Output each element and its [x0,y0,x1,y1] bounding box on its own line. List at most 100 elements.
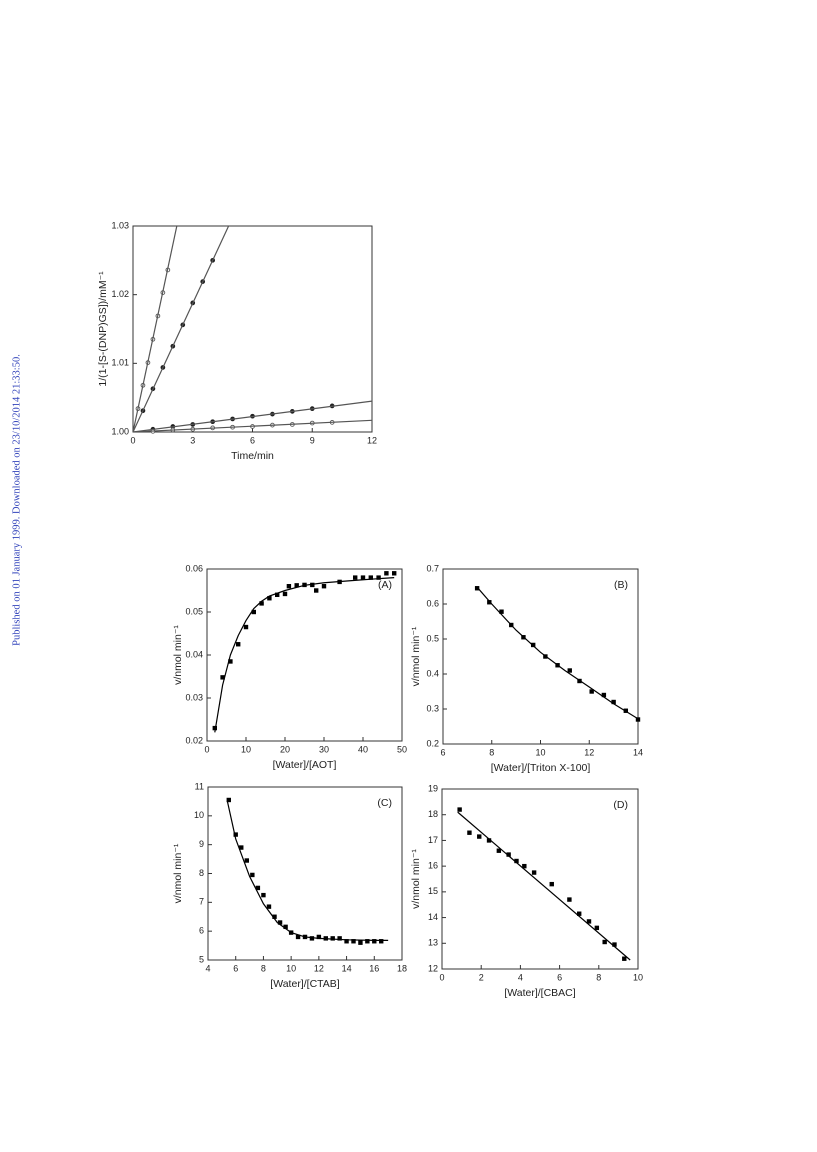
data-point [233,832,238,837]
data-point [376,575,381,580]
y-tick-label: 1.01 [111,358,129,368]
data-point [457,807,462,812]
y-tick-label: 0.2 [426,738,439,748]
data-point [266,904,272,909]
data-point [295,934,301,940]
data-point [228,659,233,664]
data-point [321,584,327,589]
data-point [372,939,377,944]
y-tick-label: 12 [428,963,438,973]
data-point [212,725,217,731]
x-tick-label: 0 [439,972,444,982]
y-axis-label: v/nmol min⁻¹ [172,625,184,685]
x-tick-label: 12 [314,963,324,973]
y-tick-label: 17 [428,835,438,845]
y-tick-label: 11 [195,781,204,791]
data-point [358,940,363,945]
fit-line [133,226,178,432]
data-point [384,571,389,576]
data-point [251,609,256,615]
x-axis-label: [Water]/[CBAC] [504,987,575,999]
data-point [487,600,492,605]
plot-frame [206,568,403,742]
x-axis-label: [Water]/[CTAB] [270,978,340,990]
data-point [602,939,607,945]
y-tick-label: 0.06 [185,563,203,573]
data-point [267,596,272,601]
y-axis-label: v/nmol min⁻¹ [172,843,184,903]
data-point [351,939,356,944]
data-point [506,852,511,857]
x-tick-label: 6 [440,747,445,757]
data-point [589,689,594,694]
x-tick-label: 6 [233,963,238,973]
data-point [612,942,617,947]
data-point [379,939,384,944]
fit-line [214,577,395,733]
x-tick-label: 4 [518,972,523,982]
fit-line [133,419,372,432]
y-tick-label: 9 [199,839,204,849]
x-tick-label: 18 [397,963,407,973]
data-point [309,936,315,941]
fit-line [133,226,230,432]
y-tick-label: 13 [428,938,438,948]
panel-label: (B) [614,579,628,591]
data-point [294,583,299,588]
y-tick-label: 1.03 [111,220,129,230]
y-tick-label: 18 [428,809,438,819]
y-tick-label: 1.00 [111,426,129,436]
data-point [250,872,255,878]
data-point [360,575,366,580]
y-axis-label: 1/(1-[S-(DNP)GS])/mM⁻¹ [97,271,109,387]
y-axis-label: v/nmol min⁻¹ [410,849,422,909]
side-note: Published on 01 January 1999. Downloaded… [11,354,22,646]
data-point [316,934,322,940]
x-tick-label: 40 [358,744,368,754]
data-point [474,586,480,591]
x-tick-label: 10 [286,963,296,973]
data-point [282,591,288,597]
data-point [330,936,335,941]
y-tick-label: 0.04 [185,649,203,659]
x-tick-label: 30 [319,744,329,754]
x-tick-label: 14 [342,963,352,973]
y-tick-label: 0.03 [185,692,203,702]
data-point [392,571,397,576]
data-point [368,575,373,580]
x-tick-label: 3 [190,435,195,445]
fit-line [133,400,372,432]
x-tick-label: 10 [633,972,643,982]
x-tick-label: 12 [367,435,377,445]
data-point [259,601,264,606]
x-tick-label: 8 [489,747,494,757]
x-tick-label: 2 [479,972,484,982]
data-point [275,592,280,597]
data-point [236,642,241,647]
data-point [635,717,641,722]
y-tick-label: 15 [428,886,438,896]
plot-frame [132,225,373,433]
data-point [467,830,472,835]
data-point [239,845,244,850]
y-tick-label: 1.02 [111,289,129,299]
x-tick-label: 0 [204,744,209,754]
plot-frame [441,788,639,970]
x-tick-label: 20 [280,744,290,754]
y-tick-label: 16 [428,861,438,871]
plot-frame [207,786,403,961]
data-point [496,848,502,853]
data-point [594,925,600,931]
data-point [365,939,370,944]
x-tick-label: 6 [250,435,255,445]
data-point [567,668,572,673]
data-point [261,892,266,898]
x-axis-label: Time/min [231,450,274,462]
x-tick-label: 16 [369,963,379,973]
x-tick-label: 4 [205,963,210,973]
y-tick-label: 19 [428,783,438,793]
data-point [601,692,607,698]
y-tick-label: 0.6 [426,598,439,608]
